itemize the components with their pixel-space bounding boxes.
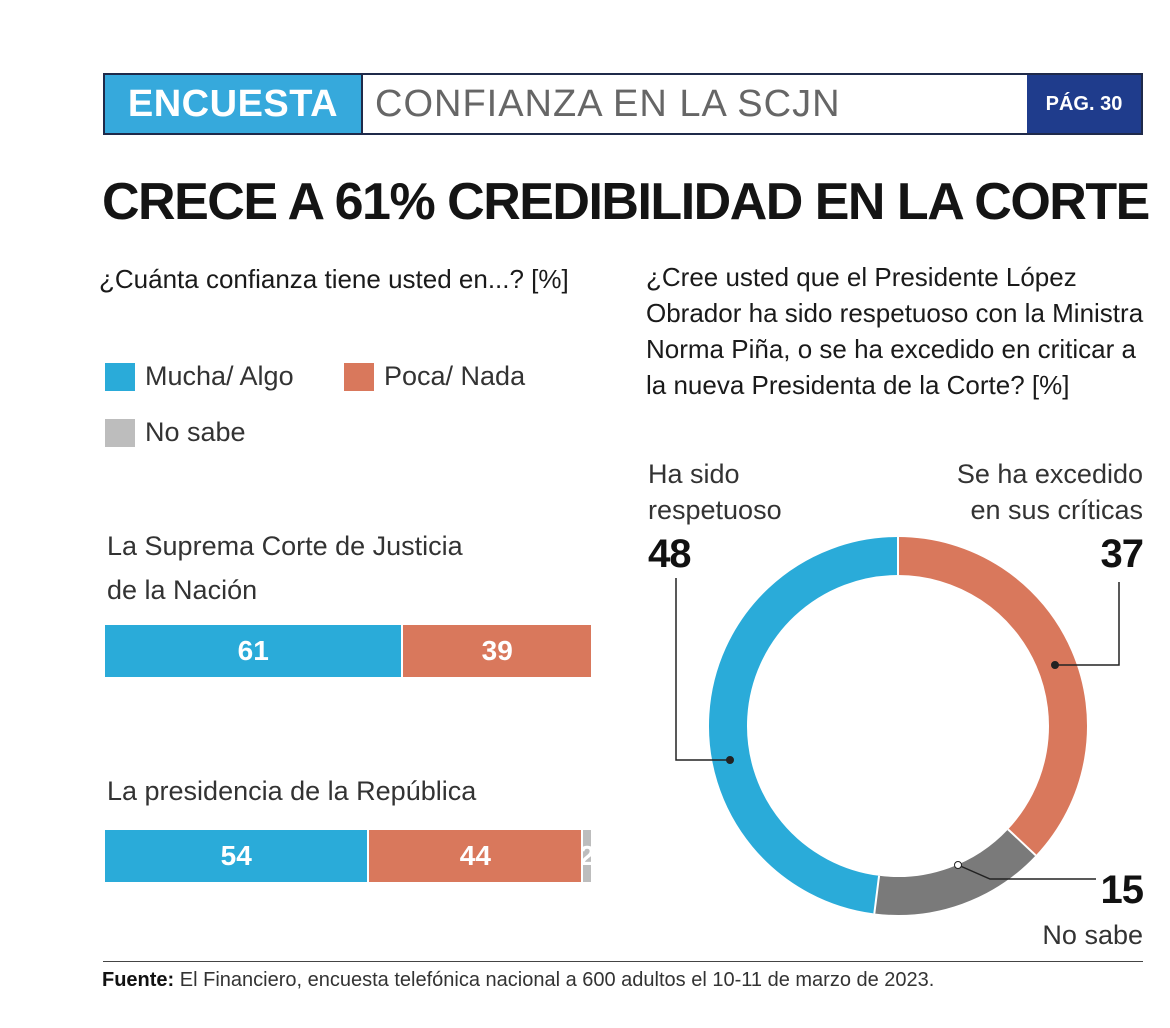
donut-slice-nosabe: [874, 829, 1036, 915]
stacked-bar-presidencia: 54442: [105, 830, 591, 882]
page-number-badge: PÁG. 30: [1027, 75, 1141, 133]
legend-swatch-poca: [344, 362, 374, 391]
bar-segment-nosabe: 2: [581, 830, 591, 882]
bar-category-label-presidencia: La presidencia de la República: [107, 769, 476, 813]
legend-no-sabe: No sabe: [105, 417, 246, 448]
slice-label-respetuoso-line2: respetuoso: [648, 495, 782, 525]
legend-swatch-nosabe: [105, 418, 135, 447]
legend-mucha-algo: Mucha/ Algo: [105, 361, 294, 392]
leader-line-respetuoso-dot: [726, 756, 734, 764]
source-text: El Financiero, encuesta telefónica nacio…: [174, 969, 935, 991]
slice-value-excedido: 37: [1100, 532, 1144, 576]
bar-segment-poca: 44: [367, 830, 582, 882]
leader-line-excedido: [1055, 582, 1120, 666]
bar-category-label-scjn-line1: La Suprema Corte de Justicia: [107, 531, 463, 561]
slice-label-excedido-line1: Se ha excedido: [956, 459, 1143, 489]
bar-category-label-scjn: La Suprema Corte de Justicia de la Nació…: [107, 524, 463, 612]
footer-divider: [103, 961, 1143, 962]
bar-category-label-scjn-line2: de la Nación: [107, 575, 258, 605]
source-footer: Fuente: El Financiero, encuesta telefóni…: [102, 969, 934, 992]
slice-label-excedido-line2: en sus críticas: [970, 495, 1143, 525]
stacked-bar-scjn: 61 39: [105, 625, 591, 677]
legend-label-nosabe: No sabe: [145, 417, 246, 447]
bar-segment-mucha: 54: [105, 830, 368, 882]
donut-chart-question: ¿Cree usted que el Presidente López Obra…: [646, 262, 1144, 400]
slice-label-respetuoso-line1: Ha sido: [648, 459, 740, 489]
section-header: ENCUESTA CONFIANZA EN LA SCJN PÁG. 30: [103, 73, 1143, 135]
donut-separator: [1007, 828, 1037, 857]
legend-swatch-mucha: [105, 362, 135, 391]
bar-chart-question: ¿Cuánta confianza tiene usted en...? [%]: [99, 264, 569, 294]
slice-value-nosabe: 15: [1100, 868, 1144, 912]
section-tag: ENCUESTA: [105, 75, 363, 133]
bar-segment-mucha: 61: [105, 625, 402, 677]
bar-segment-poca: 39: [401, 625, 591, 677]
legend-label-poca: Poca/ Nada: [384, 361, 526, 391]
slice-label-excedido: Se ha excedido en sus críticas: [957, 456, 1143, 528]
leader-line-excedido-dot: [1051, 661, 1059, 669]
leader-line-nosabe: [957, 864, 1096, 880]
legend-label-mucha: Mucha/ Algo: [145, 361, 294, 391]
donut-slice-excedido: [897, 537, 1087, 856]
leader-line-nosabe-dot: [954, 861, 962, 869]
donut-separator: [873, 875, 881, 914]
section-topic: CONFIANZA EN LA SCJN: [375, 82, 841, 125]
bar-category-label-presidencia-line1: La presidencia de la República: [107, 776, 477, 806]
source-label: Fuente:: [102, 969, 175, 991]
slice-label-respetuoso: Ha sido respetuoso: [648, 456, 782, 528]
donut-slice-respetuoso: [709, 537, 899, 914]
leader-line-respetuoso: [675, 578, 730, 761]
headline: CRECE A 61% CREDIBILIDAD EN LA CORTE: [102, 173, 1150, 231]
legend-poca-nada: Poca/ Nada: [344, 361, 525, 392]
donut-chart: [675, 537, 1120, 915]
slice-label-nosabe: No sabe: [1042, 920, 1143, 950]
slice-value-respetuoso: 48: [648, 532, 691, 576]
